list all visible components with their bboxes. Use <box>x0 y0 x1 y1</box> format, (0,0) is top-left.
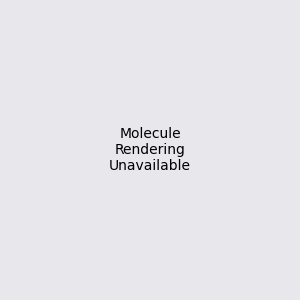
Text: Molecule
Rendering
Unavailable: Molecule Rendering Unavailable <box>109 127 191 173</box>
